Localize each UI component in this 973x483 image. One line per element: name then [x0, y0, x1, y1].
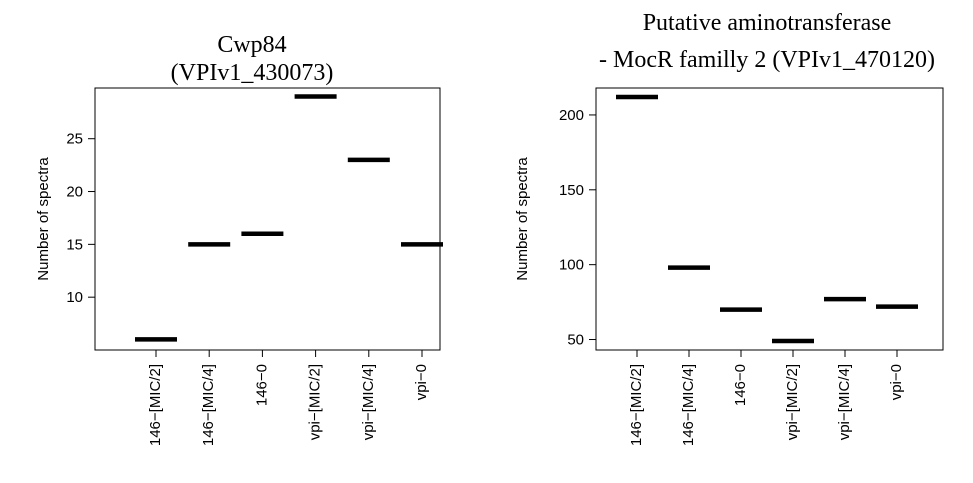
y-axis-label: Number of spectra: [35, 157, 52, 281]
chart-aminotransferase: Putative aminotransferase - MocR familly …: [514, 10, 944, 446]
x-tick-label: vpi−[MIC/4]: [360, 364, 377, 440]
y-tick-label: 20: [66, 184, 83, 201]
x-tick-label: 146−[MIC/2]: [628, 364, 645, 446]
y-tick-label: 25: [66, 131, 83, 148]
plot-frame: [94, 87, 441, 351]
plot-frame: [595, 87, 944, 351]
y-tick-label: 200: [559, 107, 584, 124]
x-tick-label: vpi−[MIC/4]: [836, 364, 853, 440]
y-tick-label: 50: [567, 332, 584, 349]
x-tick-label: 146−[MIC/4]: [200, 364, 217, 446]
x-tick-label: 146−0: [732, 364, 749, 406]
chart-title-line: Putative aminotransferase: [643, 10, 892, 36]
x-tick-label: vpi−[MIC/2]: [784, 364, 801, 440]
chart-cwp84: Cwp84(VPIv1_430073) Number of spectra 10 15…: [35, 32, 443, 446]
y-tick-label: 10: [66, 289, 83, 306]
chart-title-line: (VPIv1_430073): [171, 60, 334, 86]
y-tick-label: 100: [559, 257, 584, 274]
x-tick-label: 146−[MIC/4]: [680, 364, 697, 446]
y-axis-label: Number of spectra: [514, 157, 531, 281]
y-tick-label: 150: [559, 182, 584, 199]
x-tick-label: 146−0: [253, 364, 270, 406]
chart-title-line: Cwp84: [217, 32, 286, 58]
y-tick-label: 15: [66, 236, 83, 253]
x-tick-label: vpi−[MIC/2]: [307, 364, 324, 440]
x-tick-label: 146−[MIC/2]: [147, 364, 164, 446]
chart-title-line: - MocR familly 2 (VPIv1_470120): [599, 47, 935, 73]
x-tick-label: vpi−0: [413, 364, 430, 400]
x-tick-label: vpi−0: [888, 364, 905, 400]
